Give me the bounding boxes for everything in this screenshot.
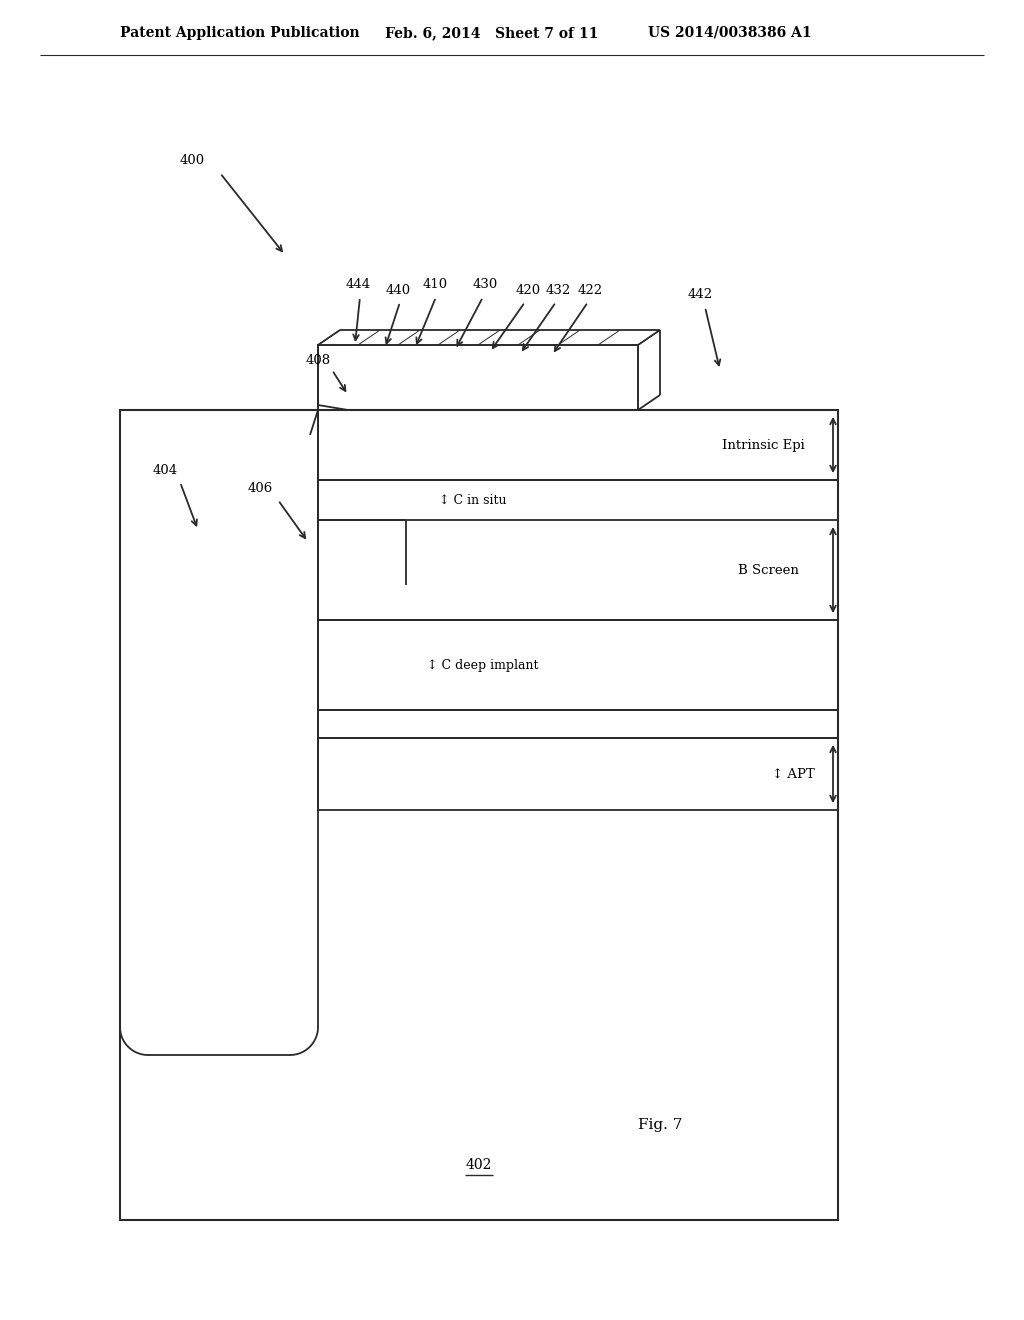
Text: 404: 404 bbox=[153, 463, 177, 477]
Bar bbox=[318, 411, 838, 480]
Text: 402: 402 bbox=[466, 1158, 493, 1172]
Text: ↕ C in situ: ↕ C in situ bbox=[439, 494, 507, 507]
Text: Fig. 7: Fig. 7 bbox=[638, 1118, 682, 1133]
Text: ↕ APT: ↕ APT bbox=[772, 767, 814, 780]
Bar bbox=[318, 345, 638, 411]
Text: B Screen: B Screen bbox=[737, 564, 799, 577]
Text: 442: 442 bbox=[687, 289, 713, 301]
Text: ↕ C deep implant: ↕ C deep implant bbox=[427, 659, 539, 672]
Text: 410: 410 bbox=[423, 279, 447, 292]
Text: 420: 420 bbox=[515, 284, 541, 297]
Text: Feb. 6, 2014   Sheet 7 of 11: Feb. 6, 2014 Sheet 7 of 11 bbox=[385, 26, 598, 40]
Text: Patent Application Publication: Patent Application Publication bbox=[120, 26, 359, 40]
Bar bbox=[120, 411, 838, 1220]
Text: 444: 444 bbox=[345, 279, 371, 292]
Text: 400: 400 bbox=[179, 153, 205, 166]
Text: 422: 422 bbox=[578, 284, 602, 297]
Text: 406: 406 bbox=[248, 482, 272, 495]
Text: US 2014/0038386 A1: US 2014/0038386 A1 bbox=[648, 26, 812, 40]
Text: 432: 432 bbox=[546, 284, 570, 297]
Bar bbox=[318, 738, 838, 810]
Bar bbox=[318, 710, 838, 738]
Text: 440: 440 bbox=[385, 284, 411, 297]
Text: 408: 408 bbox=[305, 354, 331, 367]
Bar bbox=[318, 480, 838, 620]
Text: Intrinsic Epi: Intrinsic Epi bbox=[722, 438, 805, 451]
Bar bbox=[318, 620, 838, 710]
Text: 430: 430 bbox=[472, 279, 498, 292]
